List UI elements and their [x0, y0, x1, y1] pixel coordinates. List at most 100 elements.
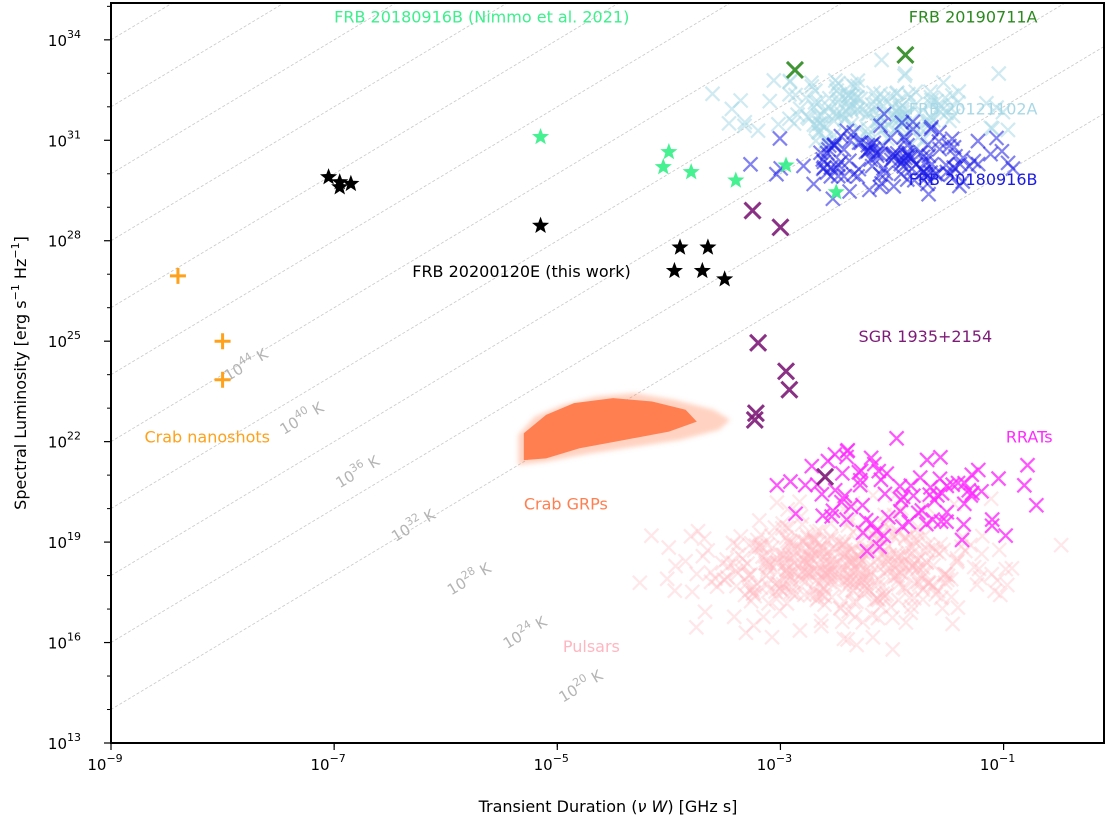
x-tick-label: 10−3	[757, 752, 792, 774]
frb-20121102a-point	[831, 91, 847, 108]
pulsars-point	[875, 564, 892, 581]
rrats-point	[970, 462, 987, 478]
frb-20121102a-point	[933, 97, 949, 114]
label-frb_nimmo: FRB 20180916B (Nimmo et al. 2021)	[334, 7, 629, 26]
pulsars-point	[778, 529, 794, 546]
pulsars-point	[811, 546, 828, 562]
pulsars-point	[938, 566, 954, 583]
frb-20121102a-point	[902, 89, 919, 106]
frb-20121102a-point	[984, 120, 1001, 137]
rrats-point	[814, 486, 830, 502]
pulsars-point	[781, 535, 797, 551]
frb-20180916b-point	[885, 178, 902, 195]
pulsars-point	[743, 593, 759, 609]
rrats-point	[1019, 457, 1036, 473]
frb-20180916b-point	[965, 153, 982, 169]
pulsars-point	[802, 566, 818, 582]
rrats-point	[932, 449, 949, 466]
y-tick-label: 1031	[48, 128, 81, 150]
frb-20180916b-point	[905, 114, 921, 130]
pulsars-point	[915, 591, 931, 608]
pulsars-point	[775, 547, 791, 563]
pulsars-point	[944, 616, 961, 632]
pulsars-point	[949, 552, 966, 569]
pulsars-point	[865, 629, 881, 646]
rrats-point	[925, 511, 941, 528]
pulsars-point	[876, 550, 893, 566]
pulsars-point	[836, 630, 852, 647]
pulsars-point	[730, 547, 747, 563]
pulsars-point	[910, 551, 926, 568]
pulsars-point	[813, 618, 830, 634]
frb-20180916b-point	[921, 148, 937, 164]
pulsars-point	[928, 543, 945, 560]
pulsars-point	[894, 554, 911, 571]
pulsars-point	[909, 561, 925, 577]
pulsars-point	[758, 567, 775, 584]
rrats-point	[984, 511, 1000, 528]
pulsars-point	[895, 579, 911, 596]
pulsars-point	[815, 570, 831, 587]
frb-20121102a-point	[803, 74, 820, 91]
x-axis-title: Transient Duration (ν W) [GHz s]	[478, 797, 738, 816]
label-pulsars: Pulsars	[563, 637, 620, 656]
pulsars-point	[817, 566, 833, 583]
pulsars-point	[1053, 537, 1069, 553]
rrats-point	[880, 509, 897, 526]
pulsars-point	[714, 555, 731, 572]
pulsars-point	[810, 541, 827, 558]
pulsars-point	[992, 587, 1009, 603]
pulsars-point	[883, 599, 899, 615]
frb-20121102a-point	[864, 96, 880, 113]
pulsars-point	[778, 561, 795, 578]
pulsars-point	[741, 582, 758, 598]
pulsars-point	[887, 560, 903, 577]
pulsars-point	[746, 588, 763, 604]
pulsars-point	[890, 572, 907, 588]
pulsars-point	[870, 610, 886, 626]
pulsars-point	[774, 515, 791, 532]
pulsars-point	[847, 609, 863, 625]
pulsars-point	[850, 556, 867, 572]
pulsars-point	[779, 533, 796, 549]
pulsars-point	[781, 520, 797, 537]
frb-20180916b-point	[988, 130, 1005, 146]
rrats-point	[918, 516, 935, 532]
pulsars-point	[749, 532, 766, 548]
frb-20121102a-point	[807, 83, 824, 99]
pulsars-point	[734, 550, 751, 567]
y-axis-title: Spectral Luminosity [erg s−1 Hz−1]	[9, 236, 30, 510]
data-marks	[169, 45, 1069, 658]
rrats-point	[1028, 497, 1045, 513]
rrats-point	[894, 518, 911, 535]
frb-20200120e-this-work-point	[716, 270, 734, 287]
pulsars-point	[842, 569, 859, 585]
pulsars-point	[709, 578, 725, 595]
pulsars-point	[799, 559, 816, 575]
frb-20180916b-point	[944, 131, 960, 147]
pulsars-point	[844, 582, 861, 599]
pulsars-point	[943, 571, 960, 587]
frb-20180916b-point	[893, 166, 909, 182]
frb-20200120e-this-work-point	[320, 168, 338, 185]
pulsars-point	[931, 545, 947, 562]
pulsars-point	[814, 562, 831, 578]
pulsars-point	[666, 582, 683, 599]
rrats-point	[769, 477, 785, 494]
pulsars-point	[848, 561, 865, 578]
pulsars-point	[785, 585, 801, 602]
pulsars-point	[797, 574, 813, 590]
frb-20180916b-point	[858, 144, 874, 160]
pulsars-point	[890, 548, 906, 565]
pulsars-point	[811, 539, 828, 556]
frb-20121102a-point	[872, 86, 889, 102]
pulsars-point	[848, 593, 865, 610]
pulsars-point	[768, 555, 785, 571]
rrats-point	[939, 504, 955, 521]
rrats-point	[827, 482, 843, 499]
pulsars-point	[858, 569, 875, 586]
pulsars-point	[794, 563, 811, 580]
pulsars-point	[823, 530, 840, 547]
pulsars-point	[842, 551, 859, 568]
frb-20121102a-point	[828, 82, 845, 99]
